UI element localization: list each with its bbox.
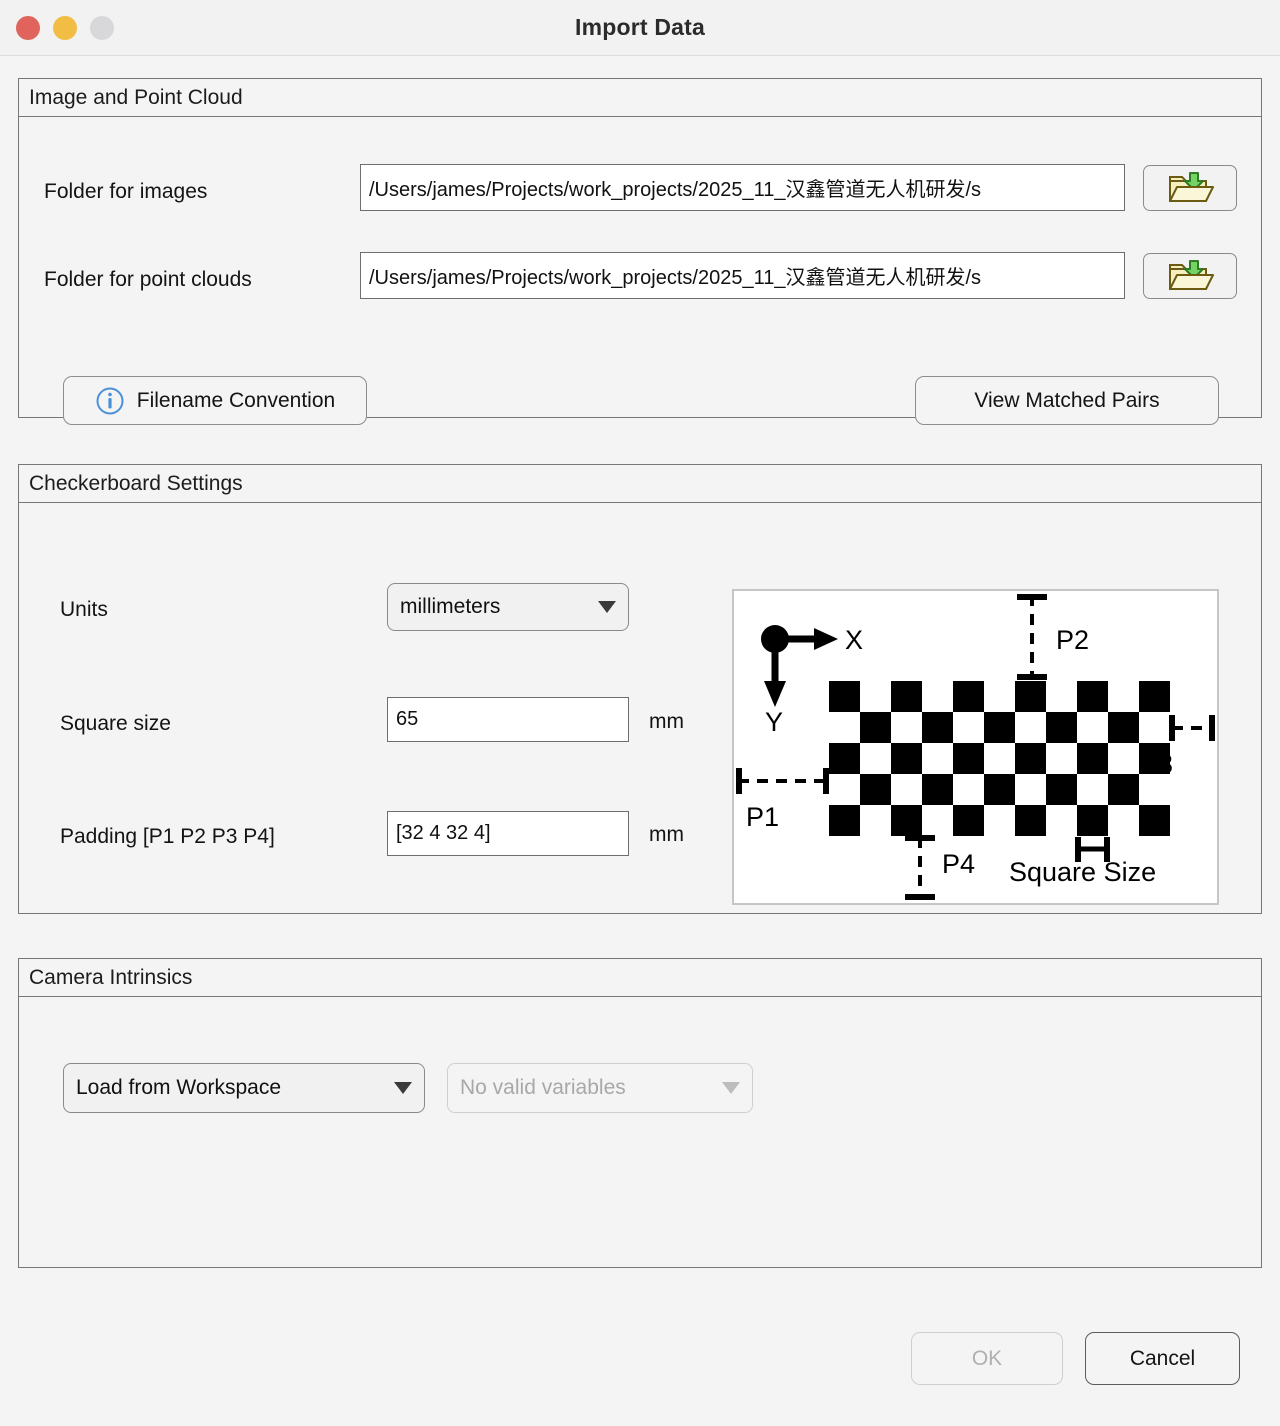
label-padding: Padding [P1 P2 P3 P4] (60, 825, 275, 848)
dim-p2: P2 (1017, 594, 1089, 680)
window-titlebar: Import Data (0, 0, 1280, 56)
intrinsics-source-value: Load from Workspace (76, 1076, 282, 1099)
intrinsics-variable-dropdown[interactable]: No valid variables (447, 1063, 753, 1113)
panel-camera-intrinsics: Camera Intrinsics Load from Workspace No… (18, 958, 1262, 1268)
origin-axes: X Y (761, 625, 863, 737)
intrinsics-source-dropdown[interactable]: Load from Workspace (63, 1063, 425, 1113)
info-circle-icon (96, 387, 124, 414)
checkerboard-diagram-svg: X Y P2 P3 (736, 594, 1215, 900)
traffic-light-group (16, 16, 114, 40)
window-title: Import Data (575, 14, 705, 40)
checkerboard-squares (829, 681, 1170, 836)
dim-p3: P3 (1140, 715, 1215, 779)
chevron-down-icon (722, 1082, 740, 1094)
input-folder-for-images[interactable]: /Users/james/Projects/work_projects/2025… (360, 164, 1125, 211)
input-padding[interactable]: [32 4 32 4] (387, 811, 629, 856)
panel-image-and-point-cloud: Image and Point Cloud Folder for images … (18, 78, 1262, 425)
zoom-button[interactable] (90, 16, 114, 40)
unit-padding: mm (649, 823, 684, 846)
input-square-size[interactable]: 65 (387, 697, 629, 742)
folder-open-icon (1169, 260, 1214, 290)
browse-images-button[interactable] (1143, 165, 1237, 211)
p2-label: P2 (1056, 625, 1089, 655)
dim-square-size: Square Size (1009, 837, 1156, 887)
chevron-down-icon (598, 601, 616, 613)
unit-square-size: mm (649, 710, 684, 733)
view-matched-pairs-button[interactable]: View Matched Pairs (915, 376, 1219, 425)
cancel-label: Cancel (1129, 1346, 1196, 1370)
input-folder-for-point-clouds[interactable]: /Users/james/Projects/work_projects/2025… (360, 252, 1125, 299)
units-dropdown[interactable]: millimeters (387, 583, 629, 631)
close-button[interactable] (16, 16, 40, 40)
panel-title-checkerboard: Checkerboard Settings (19, 465, 1261, 503)
checkerboard-diagram: X Y P2 P3 (732, 589, 1219, 905)
ok-button[interactable]: OK (911, 1332, 1063, 1385)
filename-convention-button[interactable]: Filename Convention (63, 376, 367, 425)
p4-label: P4 (942, 849, 975, 879)
p1-label: P1 (746, 802, 779, 832)
square-size-diagram-label: Square Size (1009, 857, 1156, 887)
panel-checkerboard-settings: Checkerboard Settings Units millimeters … (18, 464, 1262, 914)
ok-label: OK (971, 1346, 1003, 1370)
p3-label: P3 (1140, 749, 1173, 779)
panel-title-image-point-cloud: Image and Point Cloud (19, 79, 1261, 117)
units-selected-value: millimeters (400, 595, 501, 618)
cancel-button[interactable]: Cancel (1085, 1332, 1240, 1385)
minimize-button[interactable] (53, 16, 77, 40)
label-units: Units (60, 598, 108, 621)
axis-x-label: X (845, 625, 863, 655)
label-folder-for-point-clouds: Folder for point clouds (44, 268, 252, 291)
browse-point-clouds-button[interactable] (1143, 253, 1237, 299)
label-square-size: Square size (60, 712, 171, 735)
view-matched-pairs-label: View Matched Pairs (974, 388, 1160, 412)
label-folder-for-images: Folder for images (44, 180, 208, 203)
dim-p1: P1 (736, 768, 829, 832)
dim-p4: P4 (905, 835, 975, 900)
panel-title-camera-intrinsics: Camera Intrinsics (19, 959, 1261, 997)
filename-convention-label: Filename Convention (136, 388, 336, 412)
folder-open-icon (1169, 172, 1214, 202)
intrinsics-variable-value: No valid variables (460, 1076, 626, 1099)
axis-y-label: Y (765, 707, 783, 737)
chevron-down-icon (394, 1082, 412, 1094)
